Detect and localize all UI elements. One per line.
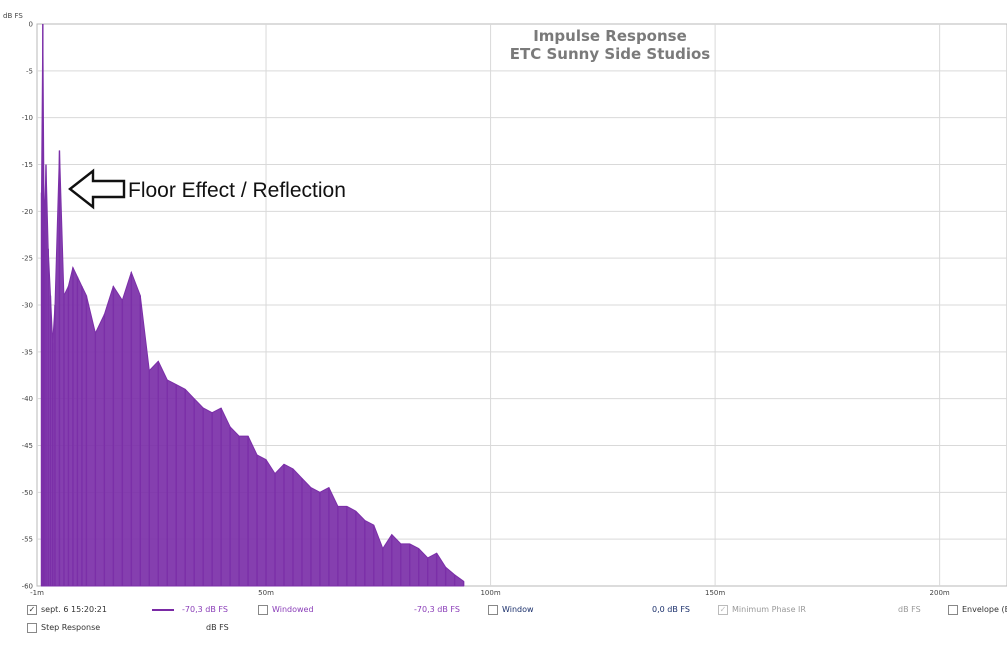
legend-trace-level: -70,3 dB FS: [152, 604, 228, 616]
y-tick-label: -5: [26, 67, 33, 75]
legend-envelope[interactable]: Envelope (E: [948, 604, 1007, 616]
impulse-response-chart: 0 -5 -10 -15 -20 -25 -30 -35 -40 -45 -50 -55 -60 -1m…: [3, 12, 1007, 597]
legend-windowed-level: -70,3 dB FS: [414, 604, 460, 616]
x-tick-label: 200m: [930, 589, 950, 597]
x-axis-ticks: -1m 50m 100m 150m 200m: [30, 589, 950, 597]
chart-subtitle: ETC Sunny Side Studios: [510, 45, 710, 63]
y-tick-label: 0: [29, 21, 33, 29]
legend-envelope-label: Envelope (E: [962, 605, 1007, 614]
series-layer: [40, 23, 465, 587]
y-tick-label: -60: [22, 583, 33, 591]
legend-window-label: Window: [502, 605, 534, 614]
series-envelope: [41, 23, 465, 587]
series-swatch: [152, 609, 174, 611]
x-tick-label: 100m: [480, 589, 500, 597]
checkbox-icon[interactable]: [258, 605, 268, 615]
legend-panel: ✓ sept. 6 15:20:21 -70,3 dB FS Windowed …: [22, 601, 1007, 646]
legend-minimum-phase-level: dB FS: [898, 604, 921, 616]
y-tick-label: -40: [22, 395, 33, 403]
y-tick-label: -15: [22, 161, 33, 169]
legend-minimum-phase-value: dB FS: [898, 605, 921, 614]
checkbox-icon[interactable]: [488, 605, 498, 615]
legend-step-response-level: dB FS: [206, 622, 229, 634]
x-tick-label: 150m: [705, 589, 725, 597]
legend-window[interactable]: Window: [488, 604, 534, 616]
legend-step-response[interactable]: Step Response: [27, 622, 100, 634]
y-tick-label: -25: [22, 255, 33, 263]
y-axis-ticks: 0 -5 -10 -15 -20 -25 -30 -35 -40 -45 -50 -55 -60: [22, 21, 33, 591]
checkbox-icon[interactable]: [27, 623, 37, 633]
legend-window-level: 0,0 dB FS: [652, 604, 690, 616]
y-tick-label: -35: [22, 348, 33, 356]
x-tick-label: -1m: [30, 589, 44, 597]
checkbox-icon[interactable]: ✓: [27, 605, 37, 615]
y-tick-label: -50: [22, 489, 33, 497]
legend-step-response-label: Step Response: [41, 623, 101, 632]
annotation-floor-effect: Floor Effect / Reflection: [68, 168, 346, 210]
legend-windowed[interactable]: Windowed: [258, 604, 314, 616]
legend-step-response-value: dB FS: [206, 623, 229, 632]
y-tick-label: -55: [22, 536, 33, 544]
legend-windowed-value: -70,3 dB FS: [414, 605, 460, 614]
legend-window-value: 0,0 dB FS: [652, 605, 690, 614]
legend-minimum-phase-label: Minimum Phase IR: [732, 605, 806, 614]
y-tick-label: -10: [22, 114, 33, 122]
grid-lines: [37, 24, 1007, 586]
y-tick-label: -45: [22, 442, 33, 450]
chart-title: Impulse Response: [533, 27, 687, 45]
legend-trace-value: -70,3 dB FS: [182, 605, 228, 614]
annotation-text: Floor Effect / Reflection: [128, 179, 346, 202]
checkbox-icon[interactable]: ✓: [718, 605, 728, 615]
legend-trace-label: sept. 6 15:20:21: [41, 605, 107, 614]
legend-trace[interactable]: ✓ sept. 6 15:20:21: [27, 604, 107, 616]
y-tick-label: -30: [22, 302, 33, 310]
y-tick-label: -20: [22, 208, 33, 216]
legend-minimum-phase[interactable]: ✓ Minimum Phase IR: [718, 604, 806, 616]
legend-windowed-label: Windowed: [272, 605, 314, 614]
arrow-left-icon: [68, 168, 126, 210]
checkbox-icon[interactable]: [948, 605, 958, 615]
x-tick-label: 50m: [258, 589, 274, 597]
y-axis-label: dB FS: [3, 12, 23, 20]
